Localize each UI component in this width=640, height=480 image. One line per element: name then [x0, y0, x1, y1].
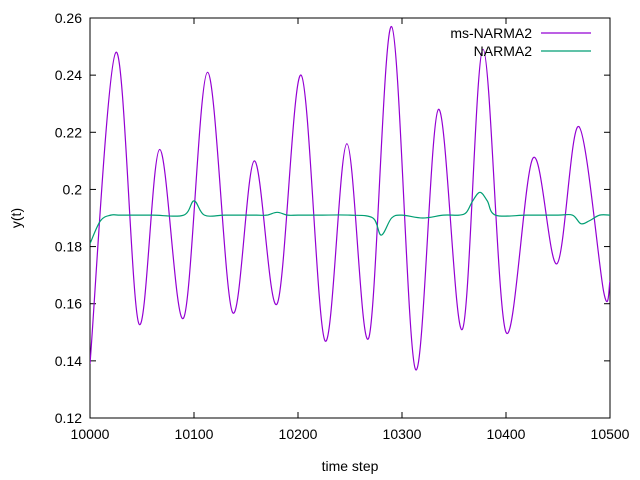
x-tick-label: 10000 — [71, 426, 110, 442]
axis-ticks: 10000 10100 10200 10300 10400 10500 0.12 0.14 0.… — [55, 10, 630, 442]
x-tick-label: 10100 — [175, 426, 214, 442]
y-tick-label: 0.12 — [55, 410, 82, 426]
x-tick-label: 10200 — [279, 426, 318, 442]
y-tick-label: 0.18 — [55, 239, 82, 255]
legend-label-ms-narma2: ms-NARMA2 — [450, 25, 532, 41]
y-tick-label: 0.26 — [55, 10, 82, 26]
x-axis-title: time step — [322, 458, 379, 474]
legend: ms-NARMA2 NARMA2 — [450, 25, 591, 59]
legend-label-narma2: NARMA2 — [474, 43, 533, 59]
y-axis-title: y(t) — [8, 208, 24, 228]
y-tick-label: 0.22 — [55, 124, 82, 140]
x-tick-label: 10500 — [591, 426, 630, 442]
y-tick-label: 0.16 — [55, 296, 82, 312]
y-tick-label: 0.24 — [55, 67, 82, 83]
x-tick-label: 10300 — [383, 426, 422, 442]
series-layer — [90, 25, 610, 371]
series-line-narma2 — [90, 191, 610, 244]
y-tick-label: 0.14 — [55, 353, 82, 369]
x-tick-label: 10400 — [487, 426, 526, 442]
series-line-ms-narma2 — [90, 25, 610, 371]
plot-frame — [89, 17, 611, 419]
y-tick-label: 0.2 — [63, 181, 83, 197]
